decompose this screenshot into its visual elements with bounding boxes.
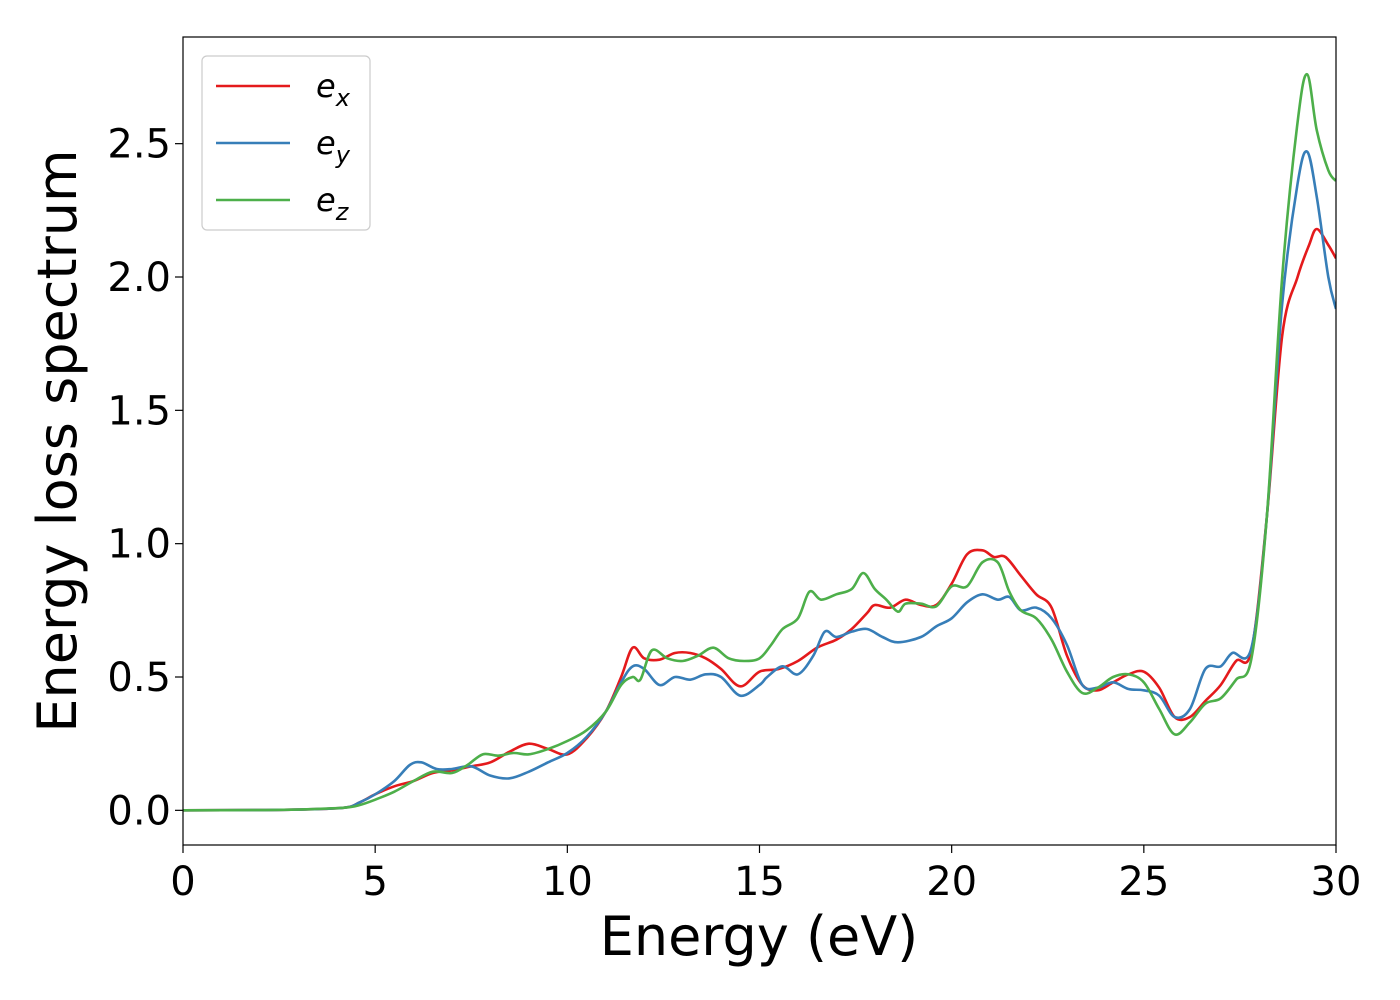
y-axis-title: Energy loss spectrum	[26, 149, 89, 732]
series-line-ex	[183, 227, 1336, 812]
series-line-ey	[183, 150, 1336, 812]
x-axis-title: Energy (eV)	[600, 905, 919, 968]
x-tick-label: 0	[170, 859, 195, 905]
x-tick-label: 30	[1311, 859, 1362, 905]
series-line-ez	[183, 73, 1336, 812]
y-tick-label: 0.0	[107, 788, 171, 834]
y-tick-label: 0.5	[107, 655, 171, 701]
legend-label-ex: ex	[316, 67, 351, 112]
x-tick-label: 15	[734, 859, 785, 905]
y-tick-label: 1.0	[107, 522, 171, 568]
y-tick-label: 1.5	[107, 388, 171, 434]
x-tick-label: 25	[1118, 859, 1169, 905]
x-tick-label: 20	[926, 859, 977, 905]
x-tick-label: 10	[542, 859, 593, 905]
plot-area	[183, 73, 1336, 812]
axes: 0 5 10 15 20 25 30 0.0 0.5 1.0 1.5 2.0 2.5	[107, 36, 1362, 905]
x-tick-label: 5	[362, 859, 387, 905]
y-tick-label: 2.0	[107, 255, 171, 301]
y-tick-label: 2.5	[107, 122, 171, 168]
